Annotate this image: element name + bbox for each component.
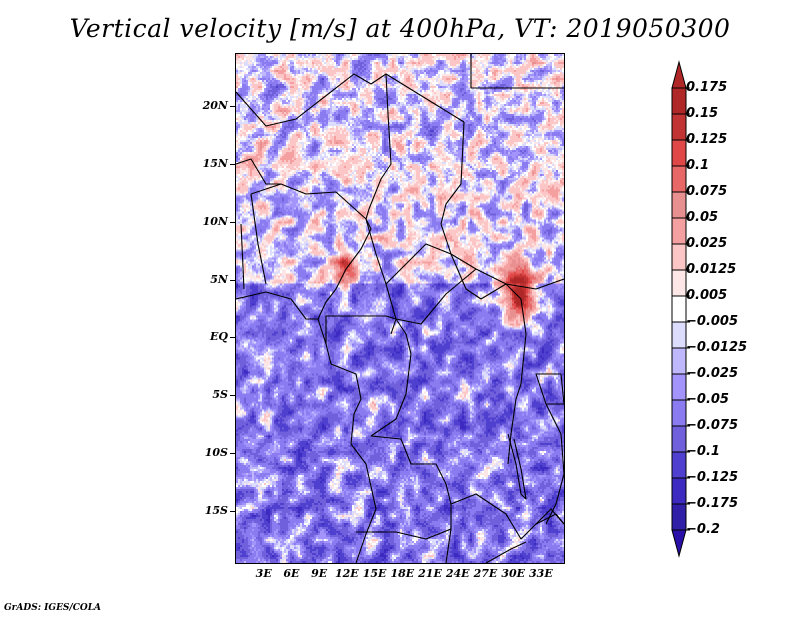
x-tick-label: 33E [529, 567, 553, 580]
chart-title: Vertical velocity [m/s] at 400hPa, VT: 2… [69, 14, 731, 43]
border-zambia-zimbabwe [485, 541, 527, 563]
border-eq-guinea-gabon [325, 315, 397, 344]
border-congo-drc [370, 318, 412, 437]
border-chad-car [385, 243, 477, 285]
y-tick-label: EQ [210, 330, 228, 344]
colorbar-label: 0.025 [686, 236, 728, 251]
x-tick-label: 24E [445, 567, 470, 580]
border-cameroon-chad [365, 218, 397, 335]
y-tick-label: 15S [204, 503, 228, 517]
y-tick-label: 5S [212, 388, 228, 402]
colorbar-label: −0.175 [686, 496, 739, 511]
colorbar-segment [671, 451, 687, 479]
colorbar-segment [671, 373, 687, 401]
colorbar-label: 0.175 [686, 80, 728, 95]
border-drc-angola [370, 435, 452, 505]
colorbar-label: −0.005 [686, 314, 739, 329]
colorbar-top-extend-triangle [671, 60, 687, 89]
colorbar-segment [671, 425, 687, 453]
border-niger-chad [365, 73, 392, 220]
colorbar-segment [671, 399, 687, 427]
colorbar-segment [671, 217, 687, 245]
colorbar-segment [671, 321, 687, 349]
x-tick-label: 9E [311, 567, 328, 580]
border-lake-victoria [535, 373, 564, 405]
x-tick-label: 21E [418, 567, 442, 580]
colorbar-segment [671, 139, 687, 167]
colorbar-segment [671, 243, 687, 271]
x-tick-label: 18E [390, 567, 415, 580]
border-gabon-congo [325, 343, 362, 445]
border-togo [240, 223, 245, 290]
colorbar-label: 0.15 [686, 106, 719, 121]
border-angola-namibia [356, 528, 452, 540]
border-algeria-niger [236, 73, 465, 127]
colorbar-label: −0.0125 [686, 340, 748, 355]
y-tick-label: 10N [202, 214, 228, 228]
y-tick-mark [230, 395, 235, 397]
border-libya-chad [440, 121, 465, 225]
y-tick-label: 20N [202, 99, 228, 113]
colorbar-segment [671, 87, 687, 115]
x-tick-label: 3E [255, 567, 272, 580]
map-panel [236, 54, 564, 563]
colorbar-label: 0.0125 [686, 262, 737, 277]
y-tick-mark [230, 453, 235, 455]
colorbar-label: −0.125 [686, 470, 739, 485]
colorbar-label: 0.05 [686, 210, 719, 225]
y-tick-mark [230, 221, 235, 223]
y-tick-mark [230, 337, 235, 339]
colorbar-label: −0.025 [686, 366, 739, 381]
border-lake-tanganyika [507, 433, 527, 500]
colorbar-label: 0.125 [686, 132, 728, 147]
colorbar-label: 0.075 [686, 184, 728, 199]
colorbar-segment [671, 295, 687, 323]
border-benin [250, 193, 267, 285]
border-coast-angola [350, 443, 377, 563]
border-libya-egypt-sudan [470, 54, 564, 89]
country-borders [236, 54, 564, 563]
colorbar-label: −0.1 [686, 444, 720, 459]
vertical-velocity-field [236, 54, 564, 563]
y-tick-label: 10S [204, 446, 228, 460]
y-tick-label: 15N [202, 156, 228, 170]
colorbar-segment [671, 477, 687, 505]
x-tick-label: 12E [335, 567, 359, 580]
x-tick-label: 15E [362, 567, 387, 580]
border-mali-niger [236, 158, 281, 185]
y-tick-label: 5N [210, 272, 228, 286]
x-tick-label: 30E [501, 567, 526, 580]
y-tick-mark [230, 279, 235, 281]
colorbar-segment [671, 165, 687, 193]
colorbar-segment [671, 503, 687, 531]
border-coast-gulf [236, 291, 327, 345]
border-zambia-malawi [535, 508, 564, 525]
border-tanzania [545, 403, 564, 525]
border-chad-sudan [440, 223, 482, 300]
border-sudan-ssudan [480, 278, 564, 300]
colorbar-segment [671, 269, 687, 297]
border-car-drc [395, 268, 522, 325]
y-tick-mark [230, 510, 235, 512]
border-drc-uganda [507, 298, 527, 465]
y-tick-mark [230, 106, 235, 108]
border-nigeria-cameroon [317, 218, 372, 320]
colorbar-label: −0.075 [686, 418, 739, 433]
border-niger-nigeria [250, 183, 367, 220]
border-drc-zambia [450, 493, 564, 540]
x-tick-label: 6E [283, 567, 300, 580]
colorbar-segment [671, 113, 687, 141]
colorbar-label: 0.1 [686, 158, 710, 173]
border-angola-zambia [445, 504, 452, 563]
colorbar-bottom-extend-triangle [671, 529, 687, 558]
colorbar-segment [671, 191, 687, 219]
colorbar-segment [671, 347, 687, 375]
colorbar-label: 0.005 [686, 288, 728, 303]
colorbar-label: −0.2 [686, 522, 720, 537]
x-tick-label: 27E [473, 567, 498, 580]
grads-credit: GrADS: IGES/COLA [4, 603, 102, 613]
colorbar [671, 60, 690, 558]
y-tick-mark [230, 163, 235, 165]
colorbar-label: −0.05 [686, 392, 729, 407]
